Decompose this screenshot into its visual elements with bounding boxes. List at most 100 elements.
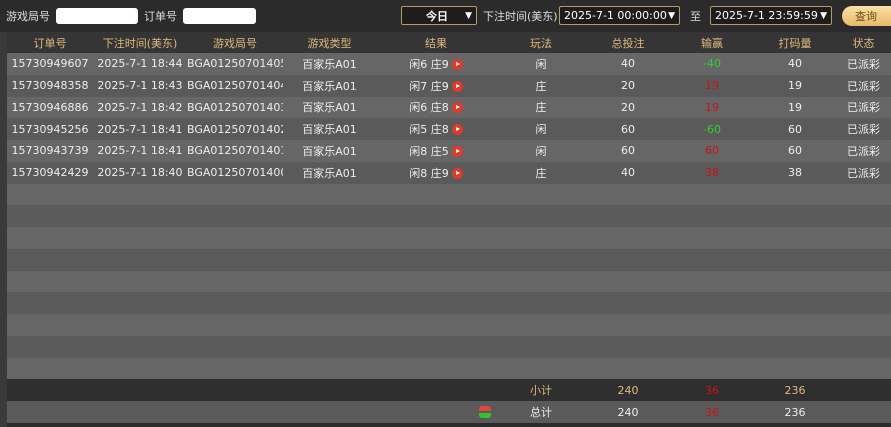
total-row: 总计 240 36 236	[7, 401, 891, 423]
status: 已派彩	[847, 166, 880, 180]
win-loss-cell: -60	[670, 123, 754, 136]
end-time-value: 2025-7-1 23:59:59	[715, 9, 818, 22]
result-cell: 闲7 庄9	[376, 78, 496, 94]
empty-row	[7, 314, 891, 336]
valid-bet-cell: 40	[754, 57, 836, 70]
order-id: 15730942429	[11, 166, 89, 180]
win-loss-cell: 60	[670, 144, 754, 157]
table-header: 订单号 下注时间(美东) 游戏局号 游戏类型 结果 玩法 总投注 输赢 打码量 状态	[7, 32, 891, 53]
subtotal-bet: 240	[617, 383, 639, 397]
total-bet-cell: 40	[586, 57, 670, 70]
game-type-cell: 百家乐A01	[283, 56, 376, 72]
play-video-icon[interactable]	[451, 124, 463, 136]
play-video-icon[interactable]	[451, 58, 463, 70]
order-id-cell: 15730949607	[7, 57, 93, 70]
bet-side: 闲	[535, 123, 547, 137]
bet-side-cell: 闲	[496, 121, 586, 137]
period-value: 今日	[426, 9, 448, 23]
total-label: 总计	[530, 406, 552, 419]
game-type-cell: 百家乐A01	[283, 78, 376, 94]
total-bet-cell: 60	[586, 123, 670, 136]
order-id-cell: 15730943739	[7, 144, 93, 157]
order-id-cell: 15730945256	[7, 123, 93, 136]
empty-row	[7, 357, 891, 380]
total-bet: 60	[621, 122, 635, 136]
order-id: 15730946886	[11, 100, 89, 114]
period-select[interactable]: 今日 ▼	[401, 6, 477, 25]
status: 已派彩	[847, 57, 880, 71]
round-input[interactable]	[56, 8, 138, 24]
result: 闲5 庄8	[409, 123, 449, 137]
table-row: 15730946886 2025-7-1 18:42 BGA01250701403 百…	[7, 96, 891, 119]
status-cell: 已派彩	[836, 99, 891, 115]
round-id: BGA01250701405	[187, 57, 283, 71]
round-id: BGA01250701403	[187, 100, 283, 114]
win-loss: 60	[705, 144, 719, 158]
time-label: 下注时间(美东)	[483, 10, 558, 23]
round-id-cell: BGA01250701404	[187, 79, 283, 92]
table-body: 15730949607 2025-7-1 18:44 BGA01250701405 百…	[7, 53, 891, 380]
win-loss-cell: 19	[670, 101, 754, 114]
order-input[interactable]	[183, 8, 256, 24]
round-label: 游戏局号	[6, 10, 50, 23]
play-video-icon[interactable]	[451, 102, 463, 114]
subtotal-label: 小计	[530, 384, 552, 397]
valid-bet-cell: 38	[754, 166, 836, 179]
bet-time-cell: 2025-7-1 18:40	[93, 166, 187, 179]
bet-time: 2025-7-1 18:40	[97, 166, 183, 180]
round-id: BGA01250701401	[187, 144, 283, 158]
empty-row	[7, 270, 891, 293]
valid-bet-cell: 60	[754, 123, 836, 136]
game-type: 百家乐A01	[302, 144, 357, 158]
valid-bet: 38	[788, 166, 802, 180]
win-loss-cell: 19	[670, 79, 754, 92]
empty-row	[7, 183, 891, 206]
column-header: 输赢	[701, 36, 723, 50]
column-header: 总投注	[611, 36, 645, 50]
win-loss-cell: 38	[670, 166, 754, 179]
play-video-icon[interactable]	[451, 167, 463, 179]
game-type-cell: 百家乐A01	[283, 121, 376, 137]
bet-time: 2025-7-1 18:44	[97, 57, 183, 71]
order-id-cell: 15730942429	[7, 166, 93, 179]
column-header: 打码量	[778, 36, 812, 50]
subtotal-valid: 236	[784, 383, 806, 397]
bet-side-cell: 庄	[496, 78, 586, 94]
total-bet: 40	[621, 57, 635, 71]
win-loss: 19	[705, 100, 719, 114]
order-id: 15730943739	[11, 144, 89, 158]
bet-side: 闲	[535, 144, 547, 158]
query-label: 查询	[855, 10, 877, 23]
round-id-cell: BGA01250701400	[187, 166, 283, 179]
game-type-cell: 百家乐A01	[283, 165, 376, 181]
win-loss: 38	[705, 166, 719, 180]
query-button[interactable]: 查询	[842, 6, 891, 26]
start-time-select[interactable]: 2025-7-1 00:00:00 ▼	[559, 6, 680, 25]
column-header: 游戏局号	[213, 36, 257, 50]
bet-time-cell: 2025-7-1 18:41	[93, 144, 187, 157]
valid-bet-cell: 19	[754, 101, 836, 114]
result-cell: 闲8 庄9	[376, 165, 496, 181]
valid-bet: 60	[788, 144, 802, 158]
round-id-cell: BGA01250701402	[187, 123, 283, 136]
empty-row	[7, 292, 891, 314]
valid-bet: 19	[788, 79, 802, 93]
subtotal-row: 小计 240 36 236	[7, 379, 891, 401]
total-bet: 20	[621, 79, 635, 93]
result: 闲6 庄8	[409, 101, 449, 115]
status-cell: 已派彩	[836, 78, 891, 94]
game-type: 百家乐A01	[302, 123, 357, 137]
total-bet: 20	[621, 100, 635, 114]
order-id: 15730949607	[11, 57, 89, 71]
status-cell: 已派彩	[836, 56, 891, 72]
chevron-down-icon: ▼	[820, 10, 827, 21]
end-time-select[interactable]: 2025-7-1 23:59:59 ▼	[710, 6, 832, 25]
win-loss: 19	[705, 79, 719, 93]
status-cell: 已派彩	[836, 165, 891, 181]
play-video-icon[interactable]	[451, 145, 463, 157]
status-cell: 已派彩	[836, 121, 891, 137]
play-video-icon[interactable]	[451, 80, 463, 92]
total-bet-cell: 20	[586, 79, 670, 92]
game-type: 百家乐A01	[302, 101, 357, 115]
refresh-icon[interactable]	[478, 405, 492, 419]
